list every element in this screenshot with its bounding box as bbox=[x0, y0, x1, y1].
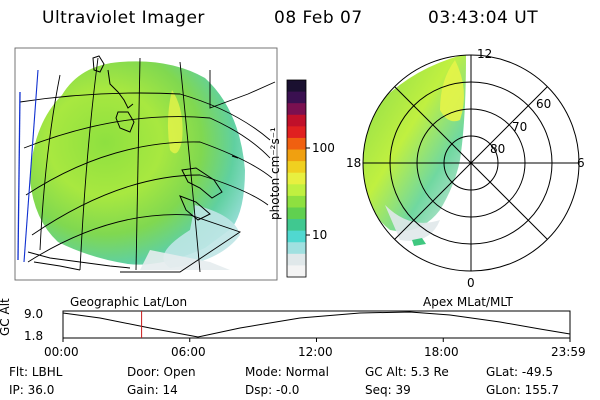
colorbar-stripe bbox=[287, 80, 306, 93]
timeline-xtick-1800: 18:00 bbox=[424, 345, 459, 359]
mlt-label-0: 0 bbox=[467, 276, 475, 290]
lat-label-60: 60 bbox=[536, 97, 552, 111]
timeline-ylabel: GC Alt bbox=[0, 298, 12, 336]
seq-readout: Seq: 39 bbox=[365, 383, 411, 397]
geographic-image-panel bbox=[14, 47, 278, 281]
lat-label-70: 70 bbox=[512, 120, 528, 134]
image-date: 08 Feb 07 bbox=[274, 8, 363, 28]
instrument-title: Ultraviolet Imager bbox=[42, 8, 205, 28]
geographic-caption: Geographic Lat/Lon bbox=[70, 295, 188, 309]
lat-label-80: 80 bbox=[490, 142, 506, 156]
colorbar-stripe bbox=[287, 91, 306, 104]
coastlines bbox=[27, 55, 239, 271]
timeline-xtick-1200: 12:00 bbox=[298, 345, 333, 359]
image-time: 03:43:04 UT bbox=[428, 8, 539, 28]
filter-readout: Flt: LBHL bbox=[9, 365, 63, 379]
polar-grid bbox=[362, 54, 580, 272]
ip-readout: IP: 36.0 bbox=[9, 383, 55, 397]
timeline-ytick-max: 9.0 bbox=[24, 307, 44, 321]
gain-readout: Gain: 14 bbox=[127, 383, 178, 397]
colorbar-stripe bbox=[287, 219, 306, 232]
geographic-frame bbox=[14, 47, 278, 281]
timeline-xtick-0600: 06:00 bbox=[171, 345, 206, 359]
dsp-readout: Dsp: -0.0 bbox=[245, 383, 300, 397]
colorbar-tick-10: 10 bbox=[312, 228, 328, 242]
colorbar-stripe bbox=[287, 184, 306, 197]
timeline-ytick-min: 1.8 bbox=[24, 329, 44, 343]
colorbar-stripe bbox=[287, 103, 306, 116]
mlt-label-18: 18 bbox=[346, 156, 362, 170]
colorbar-stripe bbox=[287, 195, 306, 209]
colorbar-stripe bbox=[287, 149, 306, 162]
colorbar-stripe bbox=[287, 172, 306, 185]
colorbar-stripe bbox=[287, 126, 306, 139]
colorbar-stripe bbox=[287, 161, 306, 174]
altitude-curve bbox=[62, 311, 571, 338]
door-readout: Door: Open bbox=[127, 365, 196, 379]
colorbar-unit-label: photon cm⁻²s⁻¹ bbox=[268, 127, 282, 220]
colorbar-frame bbox=[286, 79, 307, 278]
polar-plot-panel bbox=[362, 54, 580, 272]
colorbar-stripe bbox=[287, 242, 306, 255]
colorbar-tick-100: 100 bbox=[312, 141, 335, 155]
geographic-grid bbox=[19, 57, 276, 273]
colorbar-stripe bbox=[287, 265, 306, 278]
colorbar-stripe bbox=[287, 114, 306, 127]
colorbar bbox=[286, 79, 310, 278]
glon-readout: GLon: 155.7 bbox=[486, 383, 559, 397]
glat-readout: GLat: -49.5 bbox=[486, 365, 553, 379]
colorbar-stripe bbox=[287, 253, 306, 267]
timeline-xtick-2359: 23:59 bbox=[551, 345, 586, 359]
timeline-frame bbox=[62, 310, 571, 339]
mlt-label-12: 12 bbox=[477, 47, 493, 61]
timeline-xtick-0000: 00:00 bbox=[44, 345, 79, 359]
colorbar-stripe bbox=[287, 230, 306, 243]
mode-readout: Mode: Normal bbox=[245, 365, 329, 379]
colorbar-stripe bbox=[287, 207, 306, 220]
colorbar-stripe bbox=[287, 137, 306, 151]
mlt-label-6: 6 bbox=[577, 156, 585, 170]
gc-alt-readout: GC Alt: 5.3 Re bbox=[365, 365, 449, 379]
timeline-plot bbox=[62, 310, 571, 342]
polar-caption: Apex MLat/MLT bbox=[423, 295, 513, 309]
